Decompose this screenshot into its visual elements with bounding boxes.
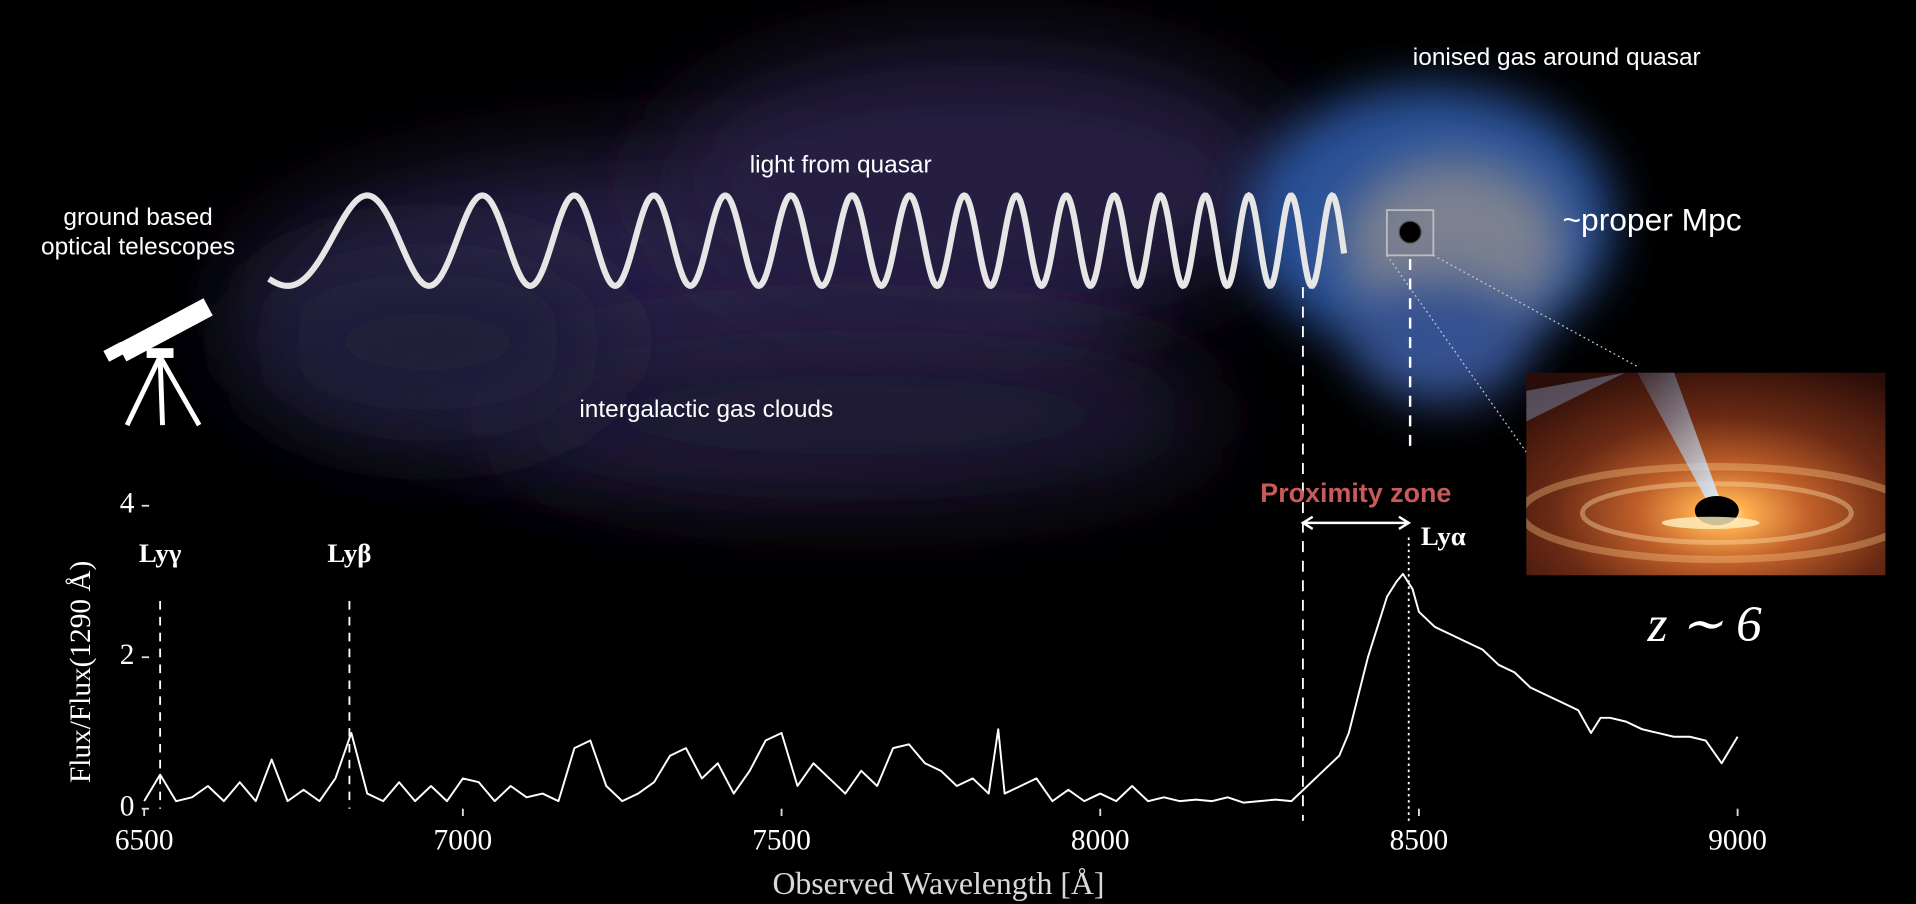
y-tick-label: 4 (120, 487, 135, 519)
x-tick-label: 7500 (752, 825, 811, 857)
annotation: light from quasar (750, 152, 932, 179)
annotation: intergalactic gas clouds (579, 396, 833, 423)
annotation: optical telescopes (41, 233, 235, 260)
x-tick-label: 7000 (434, 825, 493, 857)
telescope-icon (103, 298, 213, 427)
y-tick-label: 0 (120, 790, 135, 822)
zone-label: Proximity zone (1260, 478, 1451, 508)
x-axis-label: Observed Wavelength [Å] (772, 866, 1104, 901)
quasar-box (1385, 209, 1435, 257)
line-label: Lyγ (139, 538, 182, 568)
light-wave (267, 191, 1348, 290)
x-tick-label: 6500 (115, 825, 174, 857)
zone-arrow (1300, 515, 1412, 530)
line-label: Lyβ (327, 538, 371, 568)
spectrum (143, 572, 1739, 804)
x-tick-label: 9000 (1708, 825, 1767, 857)
annotation: ionised gas around quasar (1413, 44, 1701, 71)
y-tick-label: 2 (120, 639, 135, 671)
x-tick-label: 8500 (1390, 825, 1449, 857)
line-label: Lyα (1421, 521, 1466, 551)
quasar (1398, 220, 1422, 244)
y-axis-label: Flux/Flux(1290 Å) (65, 561, 97, 783)
annotation: ~proper Mpc (1562, 202, 1741, 238)
gas-clouds (244, 48, 1613, 501)
annotation: ground based (63, 204, 212, 231)
annotation: z ∼ 6 (1646, 596, 1762, 653)
x-tick-label: 8000 (1071, 825, 1130, 857)
black-hole-inset (1526, 372, 1886, 576)
